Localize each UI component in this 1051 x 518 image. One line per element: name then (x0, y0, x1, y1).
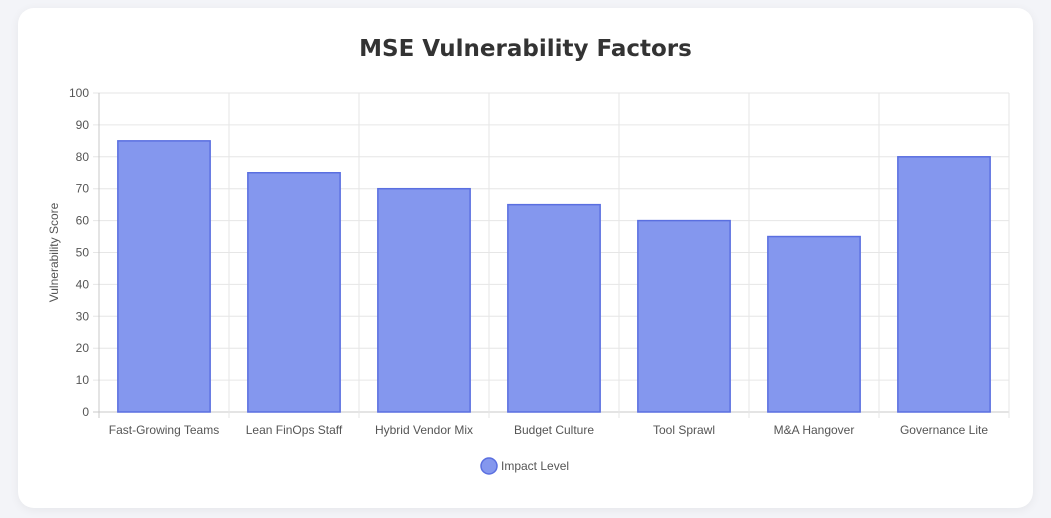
y-tick-label: 30 (76, 309, 90, 323)
y-axis-title: Vulnerability Score (47, 202, 61, 302)
x-tick-label: Lean FinOps Staff (246, 423, 343, 437)
bar (377, 187, 471, 413)
legend-label: Impact Level (501, 459, 569, 473)
y-tick-label: 100 (69, 86, 89, 100)
x-tick-label: Tool Sprawl (653, 423, 715, 437)
x-tick-label: Fast-Growing Teams (109, 423, 219, 437)
bar (897, 156, 991, 413)
bar (767, 235, 861, 413)
x-tick-label: Governance Lite (900, 423, 988, 437)
bar (117, 140, 211, 413)
y-tick-label: 10 (76, 373, 90, 387)
y-tick-label: 20 (76, 341, 90, 355)
x-tick-label: Hybrid Vendor Mix (375, 423, 473, 437)
y-tick-label: 0 (82, 405, 89, 419)
x-tick-label: M&A Hangover (774, 423, 855, 437)
legend-swatch (480, 457, 498, 475)
y-tick-label: 50 (76, 246, 90, 260)
bar (247, 172, 341, 413)
bar (507, 203, 601, 413)
y-tick-label: 80 (76, 150, 90, 164)
y-tick-label: 90 (76, 118, 90, 132)
x-tick-label: Budget Culture (514, 423, 594, 437)
y-tick-label: 60 (76, 214, 90, 228)
y-tick-label: 70 (76, 182, 90, 196)
y-tick-label: 40 (76, 277, 90, 291)
bar (637, 219, 731, 413)
chart-title: MSE Vulnerability Factors (359, 36, 692, 62)
